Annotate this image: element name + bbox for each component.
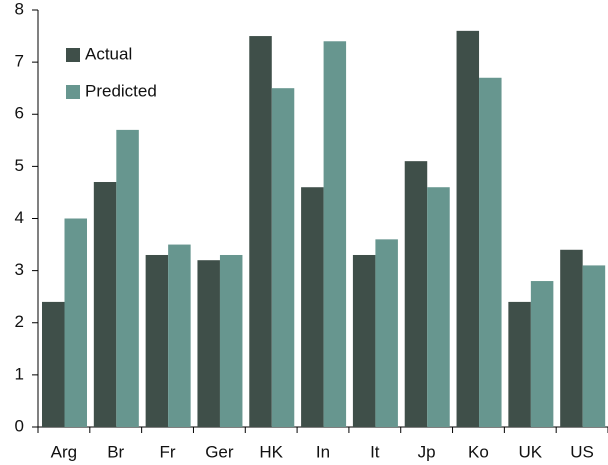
x-tick-label: Ger bbox=[205, 442, 234, 461]
bar bbox=[479, 77, 502, 427]
y-tick-label: 6 bbox=[15, 104, 24, 123]
bar bbox=[116, 129, 139, 427]
bar bbox=[456, 30, 480, 427]
bar bbox=[427, 187, 450, 427]
y-tick-label: 2 bbox=[15, 312, 24, 331]
bar bbox=[197, 260, 220, 427]
bar bbox=[530, 281, 554, 427]
x-tick-label: Arg bbox=[51, 442, 77, 461]
x-tick-label: Ko bbox=[468, 442, 489, 461]
bar bbox=[219, 254, 243, 427]
bar bbox=[375, 239, 398, 427]
x-tick-label: In bbox=[316, 442, 330, 461]
y-tick-label: 1 bbox=[15, 364, 24, 383]
bar bbox=[582, 265, 606, 427]
x-tick-label: HK bbox=[259, 442, 283, 461]
bar bbox=[93, 182, 117, 427]
bar bbox=[271, 88, 295, 427]
x-tick-label: Br bbox=[107, 442, 124, 461]
y-tick-label: 4 bbox=[15, 208, 24, 227]
bar bbox=[560, 249, 583, 427]
legend-label: Predicted bbox=[85, 81, 157, 100]
bar bbox=[249, 36, 272, 427]
x-tick-label: Fr bbox=[160, 442, 176, 461]
bar bbox=[145, 254, 169, 427]
x-tick-label: US bbox=[570, 442, 594, 461]
x-tick-label: It bbox=[370, 442, 380, 461]
bar bbox=[42, 301, 65, 427]
legend-swatch bbox=[66, 85, 80, 99]
y-tick-label: 0 bbox=[15, 416, 24, 435]
y-tick-label: 8 bbox=[15, 0, 24, 18]
y-tick-label: 7 bbox=[15, 52, 24, 71]
bar bbox=[301, 187, 324, 427]
y-tick-label: 3 bbox=[15, 260, 24, 279]
bar bbox=[352, 254, 376, 427]
bar bbox=[64, 218, 87, 427]
bar bbox=[404, 161, 428, 427]
bar bbox=[323, 41, 347, 428]
bar bbox=[508, 301, 531, 427]
x-tick-label: UK bbox=[518, 442, 542, 461]
legend-swatch bbox=[66, 48, 80, 62]
x-tick-label: Jp bbox=[418, 442, 436, 461]
bar bbox=[168, 244, 191, 427]
y-tick-label: 5 bbox=[15, 156, 24, 175]
legend-label: Actual bbox=[85, 44, 132, 63]
